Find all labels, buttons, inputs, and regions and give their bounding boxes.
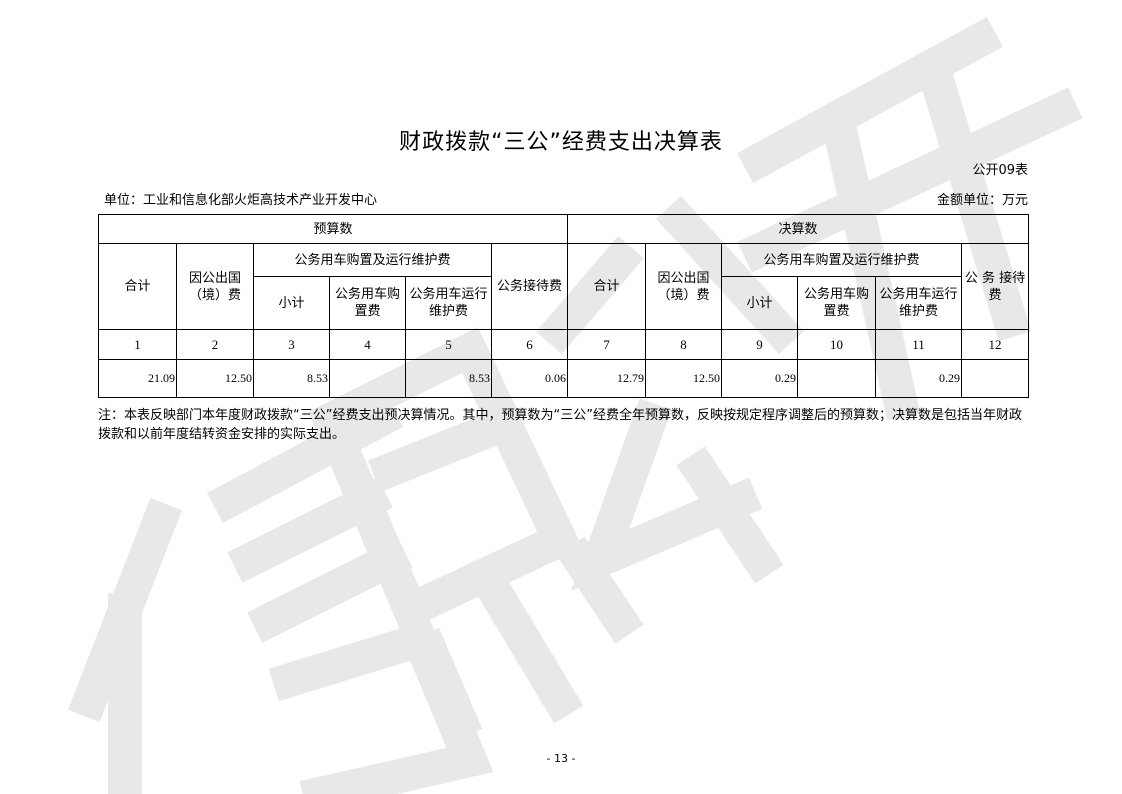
unit-label: 单位：工业和信息化部火炬高技术产业开发中心 [104, 193, 378, 208]
column-number-row: 1 2 3 4 5 6 7 8 9 10 11 12 [98, 329, 1029, 360]
page-title: 财政拨款“三公”经费支出决算表 [399, 130, 723, 155]
col-number: 11 [875, 329, 962, 360]
header-operation-final: 公务用车运行维护费 [875, 276, 962, 330]
value-cell: 8.53 [405, 359, 492, 398]
header-abroad: 因公出国（境）费 [176, 243, 254, 330]
col-number: 5 [405, 329, 492, 360]
col-number: 12 [961, 329, 1029, 360]
col-number: 4 [329, 329, 406, 360]
header-total-final: 合计 [567, 243, 646, 330]
col-number: 8 [645, 329, 722, 360]
header-purchase-final: 公务用车购置费 [797, 276, 876, 330]
table-number: 公开09表 [972, 163, 1028, 178]
value-cell [329, 359, 406, 398]
header-vehicle-final: 公务用车购置及运行维护费 [721, 243, 962, 277]
table-row: 21.09 12.50 8.53 8.53 0.06 12.79 12.50 0… [98, 359, 1029, 398]
value-cell: 0.29 [721, 359, 798, 398]
value-cell [797, 359, 876, 398]
header-abroad-final: 因公出国（境）费 [645, 243, 722, 330]
col-number: 10 [797, 329, 876, 360]
value-cell: 0.29 [875, 359, 962, 398]
expense-table: 预算数 决算数 合计 因公出国（境）费 公务用车购置及运行维护费 公务接待费 合… [98, 214, 1029, 398]
value-cell: 12.50 [176, 359, 254, 398]
header-reception-final: 公 务 接待费 [961, 243, 1029, 330]
header-budget: 预算数 [98, 214, 568, 244]
header-total: 合计 [98, 243, 177, 330]
header-vehicle: 公务用车购置及运行维护费 [253, 243, 492, 277]
header-subtotal-final: 小计 [721, 276, 798, 330]
col-number: 3 [253, 329, 330, 360]
col-number: 2 [176, 329, 254, 360]
value-cell [961, 359, 1029, 398]
table-note: 注：本表反映部门本年度财政拨款“三公”经费支出预决算情况。其中，预算数为“三公”… [98, 408, 1022, 442]
value-cell: 12.50 [645, 359, 722, 398]
money-unit-label: 金额单位：万元 [936, 193, 1028, 208]
value-cell: 12.79 [567, 359, 646, 398]
header-reception: 公务接待费 [491, 243, 568, 330]
header-final: 决算数 [567, 214, 1029, 244]
header-purchase: 公务用车购置费 [329, 276, 406, 330]
header-subtotal: 小计 [253, 276, 330, 330]
value-cell: 0.06 [491, 359, 568, 398]
page-number: - 13 - [546, 752, 576, 765]
value-cell: 8.53 [253, 359, 330, 398]
header-operation: 公务用车运行维护费 [405, 276, 492, 330]
col-number: 6 [491, 329, 568, 360]
col-number: 1 [98, 329, 177, 360]
value-cell: 21.09 [98, 359, 177, 398]
col-number: 9 [721, 329, 798, 360]
col-number: 7 [567, 329, 646, 360]
